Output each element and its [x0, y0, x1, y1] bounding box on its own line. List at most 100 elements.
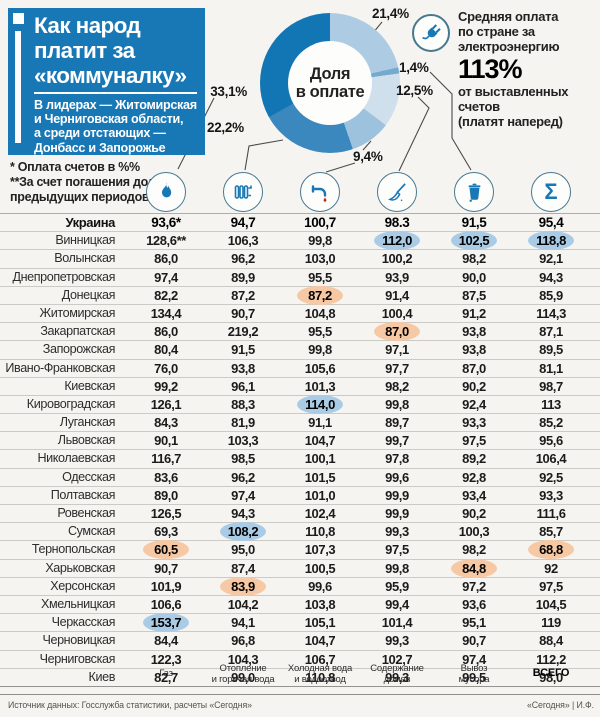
value-cell: 118,8: [528, 231, 574, 251]
value-cell: 96,1: [231, 378, 255, 394]
value-cell: 102,7: [381, 651, 413, 667]
title-box: Как народ платит за «коммуналку» В лидер…: [8, 8, 205, 155]
source-text: Источник данных: Госслужба статистики, р…: [8, 700, 252, 710]
value-cell: 84,8: [451, 558, 497, 578]
region-name: Черновицкая: [42, 633, 115, 648]
column-label: Газ: [159, 668, 173, 679]
value-cell: 89,0: [154, 487, 178, 503]
value-cell: 106,3: [227, 233, 259, 249]
value-cell: 95,5: [308, 324, 332, 340]
value-cell: 86,0: [154, 251, 178, 267]
value-cell: 101,0: [304, 487, 336, 503]
value-cell: 90,0: [462, 269, 486, 285]
column-label: Отопление и горячая вода: [211, 663, 275, 685]
value-cell: 92: [544, 560, 558, 576]
decor-bar: [15, 31, 21, 143]
value-cell: 87,5: [462, 287, 486, 303]
footer-divider: [0, 694, 600, 695]
value-cell: 126,5: [150, 506, 182, 521]
value-cell: 81,1: [539, 360, 563, 376]
region-name: Ровенская: [57, 506, 115, 520]
value-cell: 81,9: [231, 415, 255, 431]
table-row: Черниговская 122,3 104,3 106,7 102,7 97,4 112,…: [0, 651, 600, 669]
value-cell: 126,1: [150, 396, 182, 412]
value-cell: 104,8: [304, 305, 336, 321]
value-cell: 90,7: [154, 560, 178, 576]
table-row: Ивано-Франковская 76,0 93,8 105,6 97,7 87,0 81…: [0, 360, 600, 378]
value-cell: 89,2: [462, 451, 486, 467]
value-cell: 87,0: [462, 360, 486, 376]
region-name: Киев: [88, 669, 116, 684]
value-cell: 114,3: [536, 305, 566, 321]
region-name: Донецкая: [61, 287, 116, 302]
region-name: Закарпатская: [40, 324, 115, 339]
region-name: Полтавская: [50, 487, 116, 502]
value-cell: 99,7: [385, 433, 409, 449]
value-cell: 113: [541, 396, 561, 412]
region-name: Украина: [65, 215, 115, 230]
value-cell: 95,1: [462, 615, 486, 631]
table-row: Сумская 69,3 108,2 110,8 99,3 100,3 85,7: [0, 522, 600, 542]
value-cell: 91,4: [385, 287, 409, 303]
value-cell: 93,6: [462, 596, 486, 612]
value-cell: 103,0: [304, 251, 336, 267]
value-cell: 82,7: [154, 669, 178, 685]
region-name: Киевская: [64, 378, 115, 393]
sigma-icon: Σ: [531, 172, 571, 212]
table-row: Украина 93,6* 94,7 100,7 98.3 91,5 95,4: [0, 214, 600, 233]
decor-square: [13, 13, 24, 24]
value-cell: 105,6: [304, 360, 336, 376]
value-cell: 101,4: [381, 615, 413, 631]
region-name: Черкасская: [51, 615, 116, 630]
value-cell: 100,2: [381, 251, 413, 267]
value-cell: 82,2: [154, 287, 178, 303]
value-cell: 93,8: [231, 360, 255, 376]
value-cell: 96,2: [231, 251, 255, 267]
value-cell: 101,9: [150, 578, 182, 594]
value-cell: 100,3: [458, 524, 490, 540]
table-row: Киев 82,7 99,0 110,8 99,3 99,5 98,0: [0, 669, 600, 686]
value-cell: 94,1: [231, 615, 255, 631]
broom-icon: [377, 172, 417, 212]
column-label: Вывоз мусора: [458, 663, 490, 685]
value-cell: 97,7: [385, 360, 409, 376]
credit-text: «Сегодня» | И.Ф.: [527, 700, 594, 710]
value-cell: 87,4: [231, 560, 255, 576]
value-cell: 87,2: [231, 287, 255, 303]
value-cell: 99,3: [385, 524, 409, 540]
table-row: Хмельницкая 106,6 104,2 103,8 99,4 93,6 104,5: [0, 596, 600, 615]
value-cell: 76,0: [154, 360, 178, 376]
table-row: Винницкая 128,6** 106,3 99,8 112,0 102,5 118,8: [0, 231, 600, 251]
value-cell: 99,6: [385, 469, 409, 485]
value-cell: 93,6*: [151, 215, 181, 230]
value-cell: 103,3: [227, 433, 259, 449]
table-row: Херсонская 101,9 83,9 99,6 95,9 97,2 97,5: [0, 576, 600, 596]
donut-center-label: Доля в оплате: [288, 41, 372, 125]
value-cell: 87,2: [297, 285, 343, 305]
region-name: Ивано-Франковская: [5, 360, 115, 375]
value-cell: 98,2: [385, 378, 409, 394]
value-cell: 128,6**: [146, 233, 186, 249]
value-cell: 99,0: [231, 669, 255, 685]
slice-label-maintenance: 12,5%: [396, 83, 433, 98]
region-name: Луганская: [59, 415, 116, 430]
value-cell: 69,3: [154, 524, 178, 540]
table-row: Луганская 84,3 81,9 91,1 89,7 93,3 85,2: [0, 414, 600, 433]
value-cell: 97,4: [231, 487, 255, 503]
value-cell: 100,7: [304, 215, 336, 230]
table-row: Николаевская 116,7 98,5 100,1 97,8 89,2 106,4: [0, 450, 600, 469]
value-cell: 102,5: [451, 231, 497, 251]
value-cell: 116,7: [151, 451, 181, 467]
value-cell: 91,1: [308, 415, 332, 431]
value-cell: 60,5: [143, 540, 189, 560]
value-cell: 91,2: [462, 305, 486, 321]
value-cell: 99,9: [385, 506, 409, 521]
value-cell: 68,8: [528, 540, 574, 560]
value-cell: 92,4: [462, 396, 486, 412]
value-cell: 99,6: [308, 578, 332, 594]
region-name: Запорожская: [42, 342, 116, 357]
value-cell: 91,5: [231, 342, 255, 358]
value-cell: 105,1: [304, 615, 336, 631]
region-name: Житомирская: [39, 305, 116, 320]
